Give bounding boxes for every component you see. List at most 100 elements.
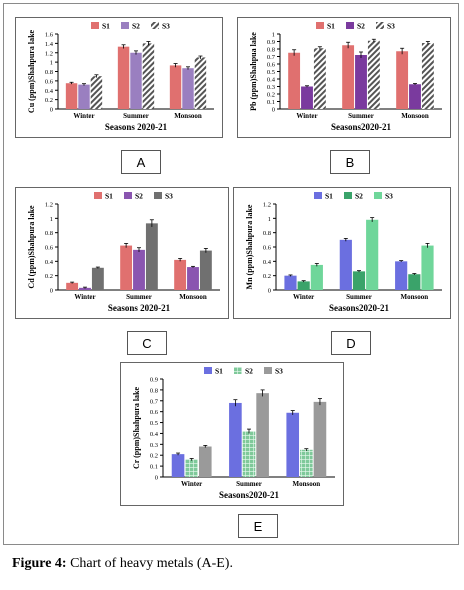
bar-s1-monsoon — [174, 259, 187, 290]
legend-swatch-s3 — [374, 192, 382, 199]
y-tick-label: 0.6 — [45, 78, 54, 85]
chart-c-svg: 0 0.2 0.4 0.6 0.8 1 1.2 Cd (ppm)Shahpura lake Wi… — [27, 192, 220, 313]
x-axis-label: Seasons2020-21 — [329, 303, 390, 313]
y-tick-label: 0.8 — [263, 230, 271, 237]
y-tick-label: 1.4 — [45, 41, 54, 48]
y-tick-label: 0.5 — [267, 69, 275, 76]
bar-s3-monsoon — [313, 401, 327, 477]
x-tick-label: Winter — [296, 112, 317, 120]
x-tick-label: Monsoon — [401, 293, 429, 301]
y-tick-label: 0.4 — [45, 259, 54, 266]
panel-label-a: A — [121, 150, 161, 174]
bar-s1-summer — [229, 402, 242, 477]
legend-label-s3: S3 — [275, 367, 283, 376]
y-tick-label: 0.9 — [150, 377, 158, 384]
legend-swatch-s2 — [121, 22, 129, 29]
y-tick-label: 0.1 — [267, 99, 275, 106]
y-tick-label: 0.6 — [267, 62, 276, 69]
bar-s3-winter — [313, 48, 326, 109]
panel-label-d: D — [331, 331, 371, 355]
bar-s1-winter — [66, 282, 79, 290]
x-tick-label: Summer — [236, 480, 262, 488]
legend-swatch-s3 — [151, 22, 159, 29]
bar-s2-summer — [130, 52, 142, 109]
chart-d-svg: 0 0.2 0.4 0.6 0.8 1 1.2 Mn (ppm)Shahpura lake Wi… — [245, 192, 442, 313]
y-tick-label: 1.2 — [263, 202, 271, 209]
bar-s2-monsoon — [408, 274, 421, 290]
bar-s3-winter — [91, 267, 104, 290]
x-tick-label: Winter — [74, 293, 95, 301]
panel-label-c: C — [127, 331, 167, 355]
chart-panel-a: 0 0.2 0.4 0.6 0.8 1 1.2 1.4 1.6 Cu (ppm)Shahpura … — [15, 17, 223, 138]
legend-swatch-s1 — [91, 22, 99, 29]
y-tick-label: 0.2 — [45, 97, 53, 104]
x-tick-label: Winter — [293, 293, 314, 301]
legend-swatch-s1 — [204, 367, 212, 374]
bar-s1-monsoon — [396, 51, 409, 109]
legend-swatch-s1 — [94, 192, 102, 199]
bar-s2-monsoon — [182, 68, 194, 109]
y-tick-label: 0.4 — [267, 77, 276, 84]
legend-swatch-s2 — [124, 192, 132, 199]
x-axis-label: Seasons2020-21 — [331, 122, 392, 132]
legend-label-s2: S2 — [355, 192, 363, 201]
y-tick-label: 0.1 — [150, 464, 158, 471]
panel-label-e: E — [238, 514, 278, 538]
y-tick-label: 0 — [50, 288, 53, 295]
bar-s2-winter — [185, 459, 198, 477]
x-tick-label: Winter — [73, 112, 94, 120]
y-tick-label: 0.8 — [150, 387, 158, 394]
y-tick-label: 1 — [272, 32, 275, 39]
bar-s3-monsoon — [421, 245, 434, 290]
bar-s3-summer — [366, 219, 379, 290]
bar-s3-winter — [198, 446, 212, 477]
bar-s1-winter — [288, 52, 301, 109]
y-tick-label: 0.2 — [267, 92, 275, 99]
x-tick-label: Winter — [181, 480, 202, 488]
legend-swatch-s2 — [234, 367, 242, 374]
bar-s3-summer — [256, 393, 269, 477]
chart-e-svg: 0 0.1 0.2 0.3 0.4 0.5 0.6 0.7 0.8 0.9 Cr (ppm)Shah… — [132, 367, 335, 500]
bar-s1-winter — [171, 454, 185, 477]
legend-swatch-s2 — [346, 22, 354, 29]
y-tick-label: 0.4 — [150, 431, 159, 438]
legend-label-s3: S3 — [385, 192, 393, 201]
bar-s2-summer — [133, 249, 145, 290]
figure-caption: Figure 4: Chart of heavy metals (A-E). — [12, 556, 233, 572]
bar-s1-summer — [117, 46, 130, 109]
legend-swatch-s2 — [344, 192, 352, 199]
chart-panel-e: 0 0.1 0.2 0.3 0.4 0.5 0.6 0.7 0.8 0.9 Cr (ppm)Shah… — [120, 362, 344, 506]
bar-s3-monsoon — [421, 43, 434, 109]
legend-label-s1: S1 — [102, 22, 110, 31]
legend-label-s2: S2 — [357, 22, 365, 31]
legend-swatch-s1 — [314, 192, 322, 199]
x-tick-label: Summer — [123, 112, 149, 120]
bar-s1-monsoon — [286, 412, 300, 477]
y-tick-label: 0.3 — [267, 84, 275, 91]
chart-panel-c: 0 0.2 0.4 0.6 0.8 1 1.2 Cd (ppm)Shahpura lake Wi… — [15, 187, 229, 319]
legend-label-s1: S1 — [325, 192, 333, 201]
bar-s2-winter — [301, 86, 313, 109]
bar-s1-winter — [65, 83, 78, 109]
y-tick-label: 0.7 — [267, 54, 276, 61]
chart-panel-b: 0 0.1 0.2 0.3 0.4 0.5 0.6 0.7 0.8 0.9 1 Pb (ppm)Sha… — [237, 17, 451, 138]
legend-swatch-s3 — [376, 22, 384, 29]
x-tick-label: Monsoon — [293, 480, 321, 488]
y-tick-label: 0.7 — [150, 398, 159, 405]
panel-label-b: B — [330, 150, 370, 174]
y-tick-label: 0.9 — [267, 39, 275, 46]
caption-prefix: Figure 4: — [12, 556, 67, 571]
y-axis-label: Mn (ppm)Shahpura lake — [245, 204, 254, 289]
y-tick-label: 0.5 — [150, 420, 158, 427]
x-tick-label: Monsoon — [179, 293, 207, 301]
bar-s1-summer — [342, 45, 355, 109]
bar-s2-summer — [352, 271, 366, 290]
bar-s3-monsoon — [194, 57, 207, 109]
bar-s3-summer — [367, 40, 380, 109]
y-tick-label: 0 — [50, 107, 53, 114]
bar-s2-winter — [78, 84, 90, 109]
caption-text: Chart of heavy metals (A-E). — [66, 556, 233, 571]
legend-label-s3: S3 — [165, 192, 173, 201]
y-tick-label: 0.2 — [263, 273, 271, 280]
bar-s1-winter — [284, 275, 297, 290]
